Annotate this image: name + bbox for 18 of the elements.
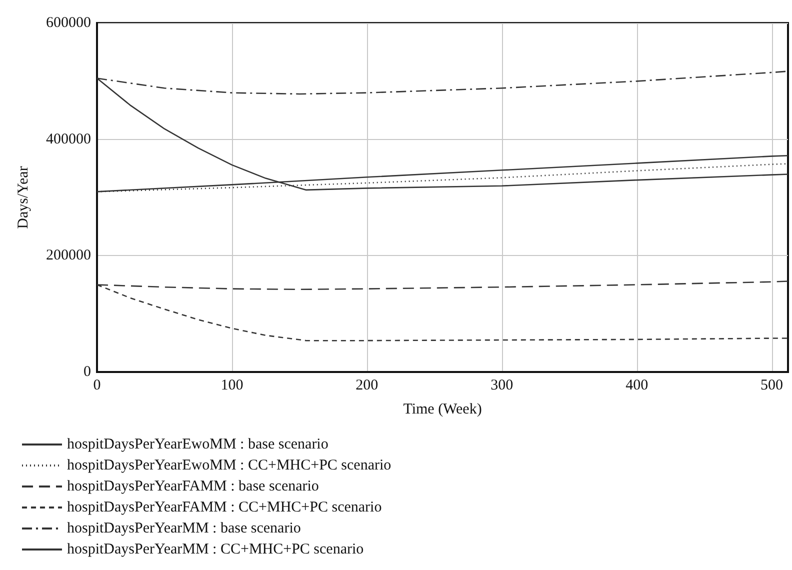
y-axis-title: Days/Year: [16, 166, 32, 229]
legend-label: hospitDaysPerYearEwoMM : base scenario: [67, 436, 328, 452]
x-tick-label: 0: [93, 378, 101, 394]
x-tick-label: 200: [356, 378, 378, 394]
legend-label: hospitDaysPerYearFAMM : CC+MHC+PC scenario: [67, 500, 382, 516]
x-tick-label: 400: [626, 378, 648, 394]
legend-label: hospitDaysPerYearEwoMM : CC+MHC+PC scenario: [67, 458, 392, 474]
x-tick-label: 500: [760, 378, 784, 394]
x-tick-label: 100: [220, 378, 244, 394]
legend-label: hospitDaysPerYearMM : base scenario: [67, 520, 301, 536]
y-tick-label: 200000: [46, 248, 91, 264]
legend-label: hospitDaysPerYearMM : CC+MHC+PC scenario: [67, 542, 364, 558]
x-axis-title: Time (Week): [403, 402, 482, 418]
x-tick-label: 300: [490, 378, 514, 394]
y-tick-label: 400000: [46, 131, 91, 148]
y-tick-label: 600000: [46, 15, 91, 31]
y-tick-label: 0: [84, 364, 91, 380]
legend-label: hospitDaysPerYearFAMM : base scenario: [67, 478, 319, 494]
